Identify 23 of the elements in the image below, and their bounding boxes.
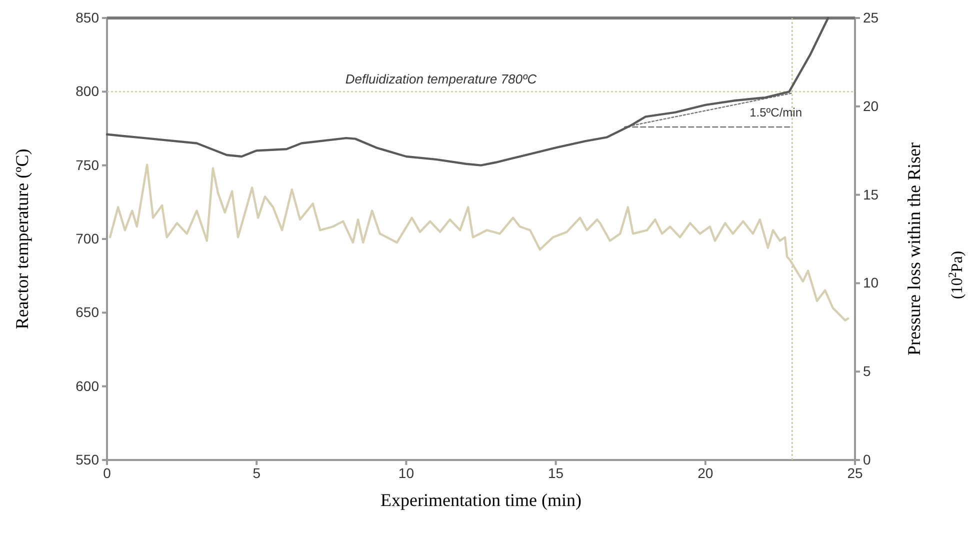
y-tick-label: 700 (76, 230, 100, 246)
x-tick-label: 25 (847, 464, 863, 481)
y2-tick-label: 0 (863, 451, 871, 468)
x-tick-label: 20 (698, 464, 714, 481)
y2-tick-label: 10 (863, 274, 879, 291)
y-tick-label: 800 (76, 83, 100, 100)
y-tick-label: 550 (76, 451, 100, 468)
x-tick-label: 5 (252, 464, 261, 481)
y-tick-label: 850 (76, 9, 100, 26)
y2-tick-label: 25 (863, 9, 879, 26)
y2-tick-label: 20 (863, 98, 879, 114)
y2-tick-label: 5 (863, 363, 871, 380)
x-axis-title: Experimentation time (min) (380, 490, 582, 510)
annotation: 1.5ºC/min (750, 106, 802, 120)
y-tick-label: 600 (76, 378, 100, 394)
ref-line-label: Defluidization temperature 780ºC (345, 72, 538, 87)
y-tick-label: 750 (76, 156, 100, 173)
y-tick-label: 650 (76, 304, 100, 320)
x-tick-label: 10 (398, 464, 414, 481)
x-tick-label: 0 (103, 464, 112, 481)
y-axis-title: Reactor temperature (ºC) (12, 148, 32, 330)
y2-tick-label: 15 (863, 186, 879, 202)
x-tick-label: 15 (548, 464, 564, 481)
